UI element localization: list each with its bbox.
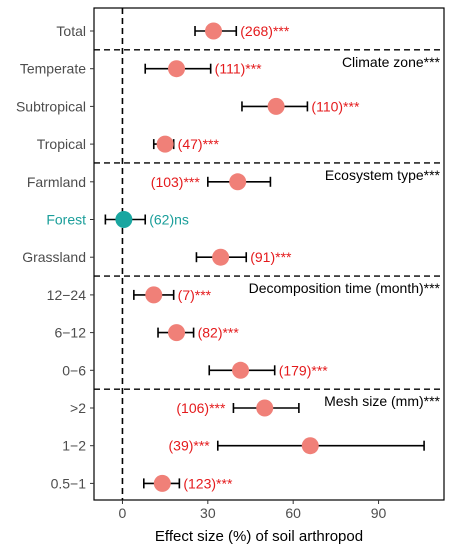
category-label: Grassland xyxy=(22,249,86,265)
x-axis-label: Effect size (%) of soil arthropod xyxy=(155,528,363,545)
point-estimate xyxy=(212,248,230,266)
sample-size-label: (39)*** xyxy=(169,438,211,454)
category-label: 0−6 xyxy=(62,362,86,378)
category-label: Farmland xyxy=(27,174,86,190)
sample-size-label: (111)*** xyxy=(215,61,263,77)
group-heading: Decomposition time (month)*** xyxy=(249,280,441,296)
sample-size-label: (123)*** xyxy=(183,475,233,491)
category-label: Subtropical xyxy=(16,98,86,114)
sample-size-label: (47)*** xyxy=(178,136,220,152)
category-label: Forest xyxy=(46,212,86,228)
x-tick-label: 0 xyxy=(119,505,127,521)
sample-size-label: (103)*** xyxy=(151,174,201,190)
sample-size-label: (7)*** xyxy=(178,287,212,303)
point-estimate xyxy=(145,286,163,304)
point-estimate xyxy=(256,399,274,417)
sample-size-label: (106)*** xyxy=(176,400,226,416)
sample-size-label: (110)*** xyxy=(311,98,360,114)
point-estimate xyxy=(115,211,133,228)
category-label: >2 xyxy=(70,400,86,416)
sample-size-label: (179)*** xyxy=(279,362,329,378)
point-estimate xyxy=(232,361,250,379)
category-label: 0.5−1 xyxy=(51,475,87,491)
group-heading: Climate zone*** xyxy=(342,54,441,70)
category-label: 1−2 xyxy=(62,438,86,454)
sample-size-label: (91)*** xyxy=(250,249,292,265)
sample-size-label: (62)ns xyxy=(149,212,189,228)
category-label: Temperate xyxy=(20,61,86,77)
point-estimate xyxy=(153,474,171,492)
x-tick-label: 60 xyxy=(285,505,301,521)
point-estimate xyxy=(205,22,223,40)
sample-size-label: (268)*** xyxy=(240,23,290,39)
point-estimate xyxy=(168,60,186,78)
point-estimate xyxy=(301,437,319,455)
group-heading: Mesh size (mm)*** xyxy=(324,393,440,409)
group-heading: Ecosystem type*** xyxy=(325,167,441,183)
category-label: Total xyxy=(56,23,86,39)
x-tick-label: 90 xyxy=(371,505,387,521)
category-label: Tropical xyxy=(37,136,86,152)
point-estimate xyxy=(168,324,186,342)
plot-panel xyxy=(93,7,445,501)
sample-size-label: (82)*** xyxy=(198,325,240,341)
category-label: 12−24 xyxy=(47,287,87,303)
point-estimate xyxy=(229,173,247,191)
point-estimate xyxy=(156,135,174,153)
category-label: 6−12 xyxy=(54,325,86,341)
point-estimate xyxy=(267,97,285,115)
x-tick-label: 30 xyxy=(200,505,216,521)
